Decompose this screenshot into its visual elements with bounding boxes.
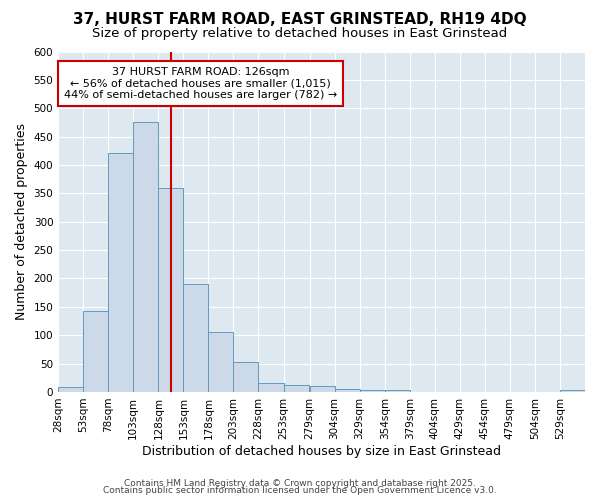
Bar xyxy=(310,386,335,392)
Bar xyxy=(133,122,158,392)
Bar xyxy=(83,311,108,392)
Bar xyxy=(184,284,208,392)
Bar xyxy=(385,390,410,392)
Text: Contains HM Land Registry data © Crown copyright and database right 2025.: Contains HM Land Registry data © Crown c… xyxy=(124,478,476,488)
Bar xyxy=(284,384,308,392)
Bar xyxy=(560,390,585,392)
Bar xyxy=(208,332,233,392)
Bar xyxy=(259,384,284,392)
Bar xyxy=(58,388,83,392)
X-axis label: Distribution of detached houses by size in East Grinstead: Distribution of detached houses by size … xyxy=(142,444,501,458)
Bar xyxy=(158,188,184,392)
Y-axis label: Number of detached properties: Number of detached properties xyxy=(15,123,28,320)
Bar xyxy=(359,390,385,392)
Text: 37 HURST FARM ROAD: 126sqm
← 56% of detached houses are smaller (1,015)
44% of s: 37 HURST FARM ROAD: 126sqm ← 56% of deta… xyxy=(64,67,337,100)
Bar xyxy=(233,362,259,392)
Text: Contains public sector information licensed under the Open Government Licence v3: Contains public sector information licen… xyxy=(103,486,497,495)
Text: Size of property relative to detached houses in East Grinstead: Size of property relative to detached ho… xyxy=(92,28,508,40)
Bar xyxy=(335,389,359,392)
Text: 37, HURST FARM ROAD, EAST GRINSTEAD, RH19 4DQ: 37, HURST FARM ROAD, EAST GRINSTEAD, RH1… xyxy=(73,12,527,28)
Bar xyxy=(108,152,133,392)
